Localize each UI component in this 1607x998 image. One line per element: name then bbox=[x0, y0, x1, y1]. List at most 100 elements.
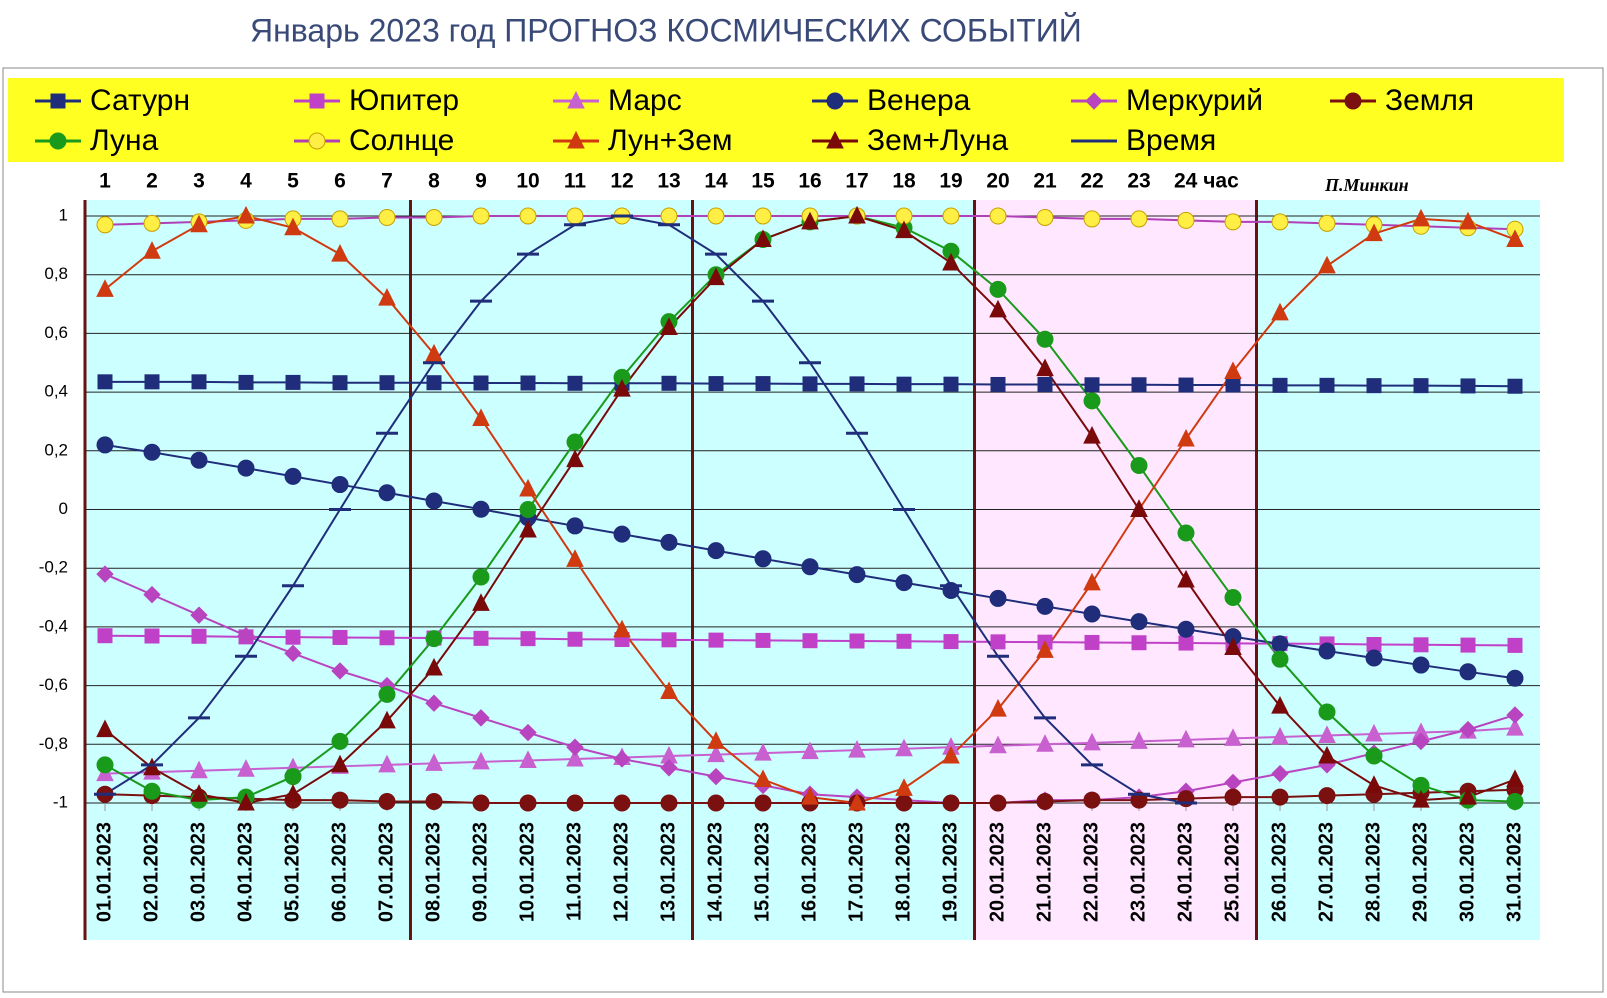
marker bbox=[1083, 605, 1101, 623]
marker bbox=[285, 629, 301, 645]
marker bbox=[943, 376, 959, 392]
marker bbox=[143, 585, 161, 604]
marker bbox=[1460, 637, 1476, 653]
marker bbox=[1224, 589, 1242, 607]
marker bbox=[285, 374, 301, 390]
marker bbox=[472, 408, 490, 427]
marker bbox=[1036, 208, 1054, 226]
marker bbox=[472, 794, 490, 812]
marker bbox=[566, 517, 584, 535]
marker bbox=[708, 376, 724, 392]
marker bbox=[96, 565, 114, 583]
marker bbox=[190, 760, 208, 779]
marker bbox=[472, 500, 490, 518]
marker bbox=[1271, 650, 1289, 668]
marker bbox=[1365, 649, 1383, 667]
marker bbox=[848, 792, 866, 811]
marker bbox=[473, 630, 489, 646]
hour-label: 21 bbox=[1033, 170, 1057, 193]
author: П.Минкин bbox=[1324, 175, 1409, 195]
y-tick-label: 0,6 bbox=[44, 323, 68, 342]
marker bbox=[1036, 793, 1054, 811]
x-tick-label: 23.01.2023 bbox=[1127, 822, 1149, 922]
marker bbox=[1036, 597, 1054, 615]
legend-band bbox=[8, 78, 1564, 162]
marker bbox=[567, 130, 585, 149]
hour-label: 11 bbox=[564, 170, 587, 193]
marker bbox=[238, 374, 254, 390]
marker bbox=[1412, 732, 1430, 751]
legend-label: Луна bbox=[90, 124, 159, 157]
marker bbox=[519, 478, 537, 497]
legend-label: Время bbox=[1126, 124, 1216, 157]
marker bbox=[1271, 726, 1289, 745]
marker bbox=[801, 741, 819, 760]
marker bbox=[754, 742, 772, 761]
y-tick-label: -0,4 bbox=[39, 616, 68, 635]
x-tick-label: 30.01.2023 bbox=[1456, 822, 1478, 922]
x-tick-label: 02.01.2023 bbox=[140, 822, 162, 922]
marker bbox=[378, 484, 396, 502]
legend-label: Юпитер bbox=[349, 84, 459, 117]
marker bbox=[1037, 376, 1053, 392]
marker bbox=[96, 279, 114, 297]
hour-label: 15 bbox=[751, 170, 775, 193]
marker bbox=[1506, 793, 1524, 811]
marker bbox=[1318, 703, 1336, 721]
marker bbox=[237, 205, 255, 224]
hour-label: 14 bbox=[704, 170, 728, 193]
marker bbox=[754, 550, 772, 568]
marker bbox=[1036, 358, 1054, 377]
x-tick-label: 10.01.2023 bbox=[516, 822, 538, 922]
marker bbox=[567, 375, 583, 391]
marker bbox=[849, 633, 865, 649]
marker bbox=[942, 252, 960, 271]
x-tick-label: 11.01.2023 bbox=[563, 822, 585, 921]
marker bbox=[1318, 642, 1336, 660]
marker bbox=[379, 630, 395, 646]
marker bbox=[425, 793, 443, 811]
marker bbox=[1224, 213, 1242, 231]
x-tick-label: 03.01.2023 bbox=[187, 822, 209, 922]
x-tick-label: 05.01.2023 bbox=[281, 822, 303, 922]
marker bbox=[848, 566, 866, 584]
marker bbox=[848, 740, 866, 758]
legend-label: Земля bbox=[1385, 84, 1474, 117]
marker bbox=[1271, 696, 1289, 714]
marker bbox=[1318, 745, 1336, 764]
marker bbox=[1036, 330, 1054, 348]
marker bbox=[378, 710, 396, 729]
marker bbox=[1085, 92, 1103, 110]
marker bbox=[284, 217, 302, 236]
marker bbox=[1177, 211, 1195, 229]
marker bbox=[1506, 669, 1524, 687]
marker bbox=[1318, 255, 1336, 274]
marker bbox=[613, 750, 631, 768]
marker bbox=[284, 768, 302, 786]
marker bbox=[895, 778, 913, 796]
x-tick-label: 06.01.2023 bbox=[328, 822, 350, 922]
y-tick-label: -1 bbox=[53, 792, 68, 811]
marker bbox=[1365, 775, 1383, 793]
x-tick-label: 18.01.2023 bbox=[892, 822, 914, 922]
marker bbox=[755, 376, 771, 392]
marker bbox=[190, 214, 208, 233]
hour-label: 5 bbox=[287, 170, 299, 193]
marker bbox=[425, 630, 443, 648]
marker bbox=[942, 745, 960, 764]
marker bbox=[1507, 378, 1523, 394]
marker bbox=[473, 375, 489, 391]
marker bbox=[802, 376, 818, 392]
marker bbox=[472, 593, 490, 611]
marker bbox=[378, 288, 396, 306]
marker bbox=[519, 501, 537, 518]
marker bbox=[332, 629, 348, 645]
marker bbox=[425, 208, 443, 226]
hour-label: 23 bbox=[1127, 170, 1150, 193]
marker bbox=[896, 376, 912, 392]
marker bbox=[707, 767, 725, 786]
marker bbox=[754, 229, 772, 247]
marker bbox=[660, 207, 678, 225]
x-tick-label: 24.01.2023 bbox=[1174, 822, 1196, 922]
